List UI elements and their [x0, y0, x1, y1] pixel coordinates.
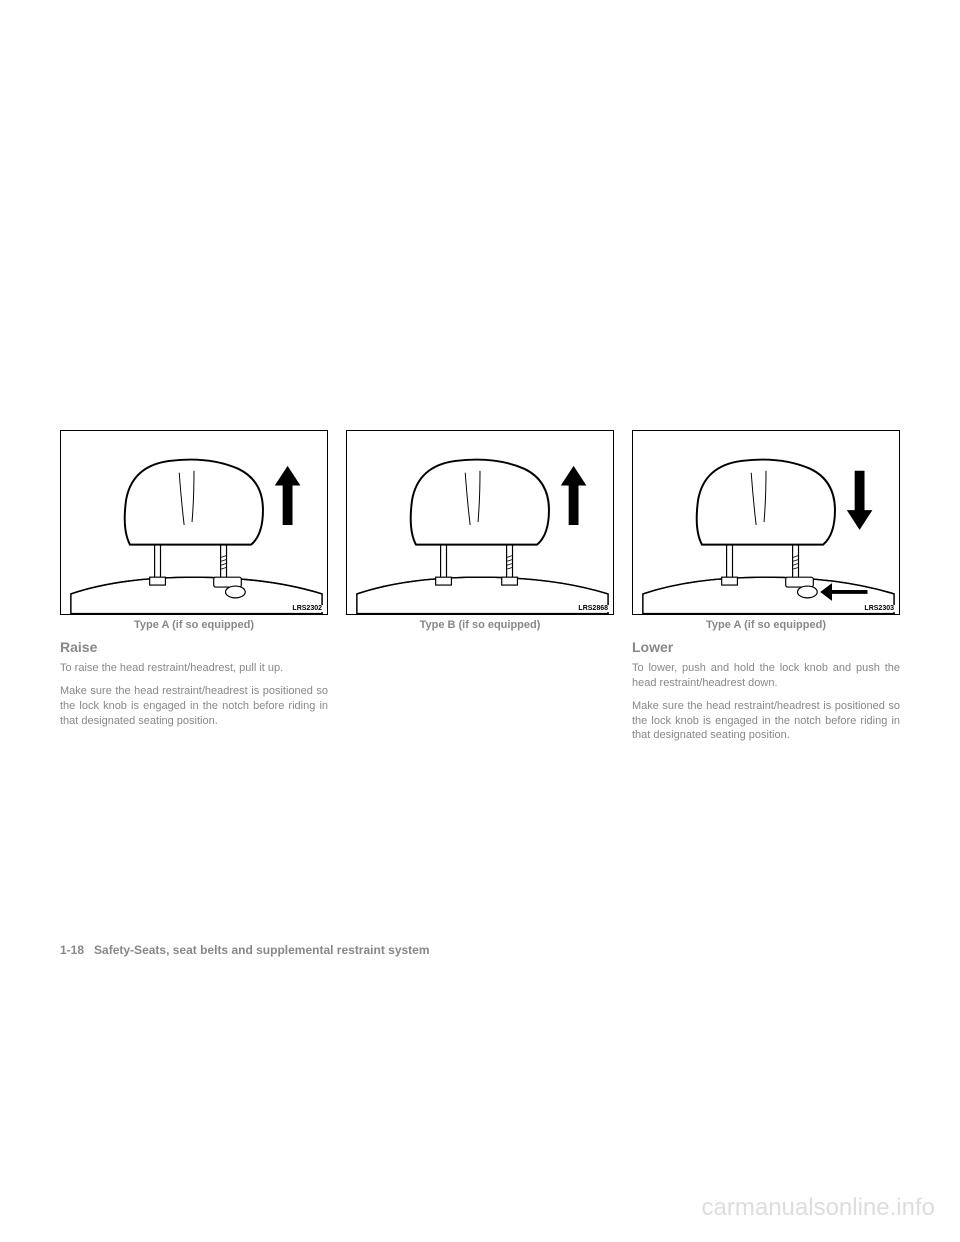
section-label: Safety-Seats, seat belts and supplementa…: [94, 943, 429, 957]
manual-page-content: LRS2302 Type A (if so equipped) Raise To…: [0, 430, 960, 751]
column-type-b: LRS2868 Type B (if so equipped): [346, 430, 614, 751]
figure-raise-type-b: LRS2868: [346, 430, 614, 615]
column-lower: LRS2303 Type A (if so equipped) Lower To…: [632, 430, 900, 751]
body-paragraph: Make sure the head restraint/headrest is…: [60, 684, 328, 729]
headrest-raise-b-illustration: [347, 431, 613, 614]
figure-code: LRS2303: [863, 605, 895, 612]
body-paragraph: Make sure the head restraint/headrest is…: [632, 699, 900, 744]
figure-caption: Type A (if so equipped): [60, 619, 328, 631]
figure-code: LRS2302: [291, 605, 323, 612]
body-paragraph: To lower, push and hold the lock knob an…: [632, 661, 900, 691]
figure-raise-type-a: LRS2302: [60, 430, 328, 615]
watermark: carmanualsonline.info: [702, 1194, 935, 1222]
figure-code: LRS2868: [577, 605, 609, 612]
headrest-lower-a-illustration: [633, 431, 899, 614]
figure-caption: Type A (if so equipped): [632, 619, 900, 631]
body-paragraph: To raise the head restraint/headrest, pu…: [60, 661, 328, 676]
section-title-lower: Lower: [632, 639, 900, 655]
headrest-raise-a-illustration: [61, 431, 327, 614]
figure-caption: Type B (if so equipped): [346, 619, 614, 631]
section-title-raise: Raise: [60, 639, 328, 655]
page-footer: 1-18 Safety-Seats, seat belts and supple…: [60, 943, 430, 957]
figure-lower-type-a: LRS2303: [632, 430, 900, 615]
column-raise: LRS2302 Type A (if so equipped) Raise To…: [60, 430, 328, 751]
page-number: 1-18: [60, 943, 84, 957]
